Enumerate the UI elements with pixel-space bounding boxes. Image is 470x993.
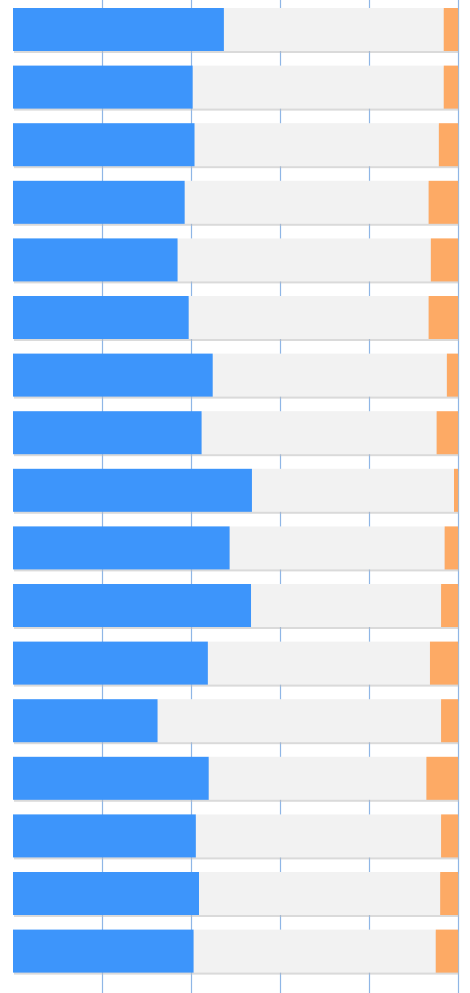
bar-segment-r10-s0 xyxy=(13,584,252,627)
bar-segment-r7-s2 xyxy=(436,411,458,455)
bar-segment-r3-s1 xyxy=(184,180,429,224)
bar-segment-r16-s0 xyxy=(13,929,194,973)
bar-segment-r1-s0 xyxy=(13,65,193,109)
bar-segment-r12-s2 xyxy=(441,699,458,743)
bar-segment-r11-s1 xyxy=(207,641,430,685)
bar-segment-r10-s1 xyxy=(251,584,442,627)
bar-segment-r6-s2 xyxy=(446,353,458,397)
bar-segment-r5-s2 xyxy=(428,296,458,339)
bar-segment-r15-s0 xyxy=(13,872,200,915)
bar-segment-r9-s1 xyxy=(229,526,445,570)
bar-segment-r3-s0 xyxy=(13,180,185,224)
bar-segment-r9-s0 xyxy=(13,526,230,570)
bar-segment-r6-s0 xyxy=(13,353,213,397)
bar-segment-r2-s0 xyxy=(13,123,195,167)
bar-segment-r16-s1 xyxy=(193,929,436,973)
bar-segment-r0-s1 xyxy=(223,8,444,51)
bar-segment-r13-s0 xyxy=(13,756,209,800)
bar-segment-r2-s1 xyxy=(194,123,439,167)
bar-segment-r1-s2 xyxy=(443,65,458,109)
bar-segment-r8-s1 xyxy=(251,468,454,512)
bar-segment-r4-s1 xyxy=(177,238,431,282)
bar-segment-r0-s0 xyxy=(13,8,224,51)
bar-segment-r16-s2 xyxy=(435,929,458,973)
bar-segment-r13-s1 xyxy=(208,756,427,800)
bar-segment-r14-s2 xyxy=(441,814,458,858)
bar-segment-r13-s2 xyxy=(426,756,458,800)
bar-segment-r7-s0 xyxy=(13,411,202,455)
bar-segment-r4-s2 xyxy=(430,238,458,282)
bar-segment-r12-s1 xyxy=(157,699,442,743)
bar-segment-r11-s0 xyxy=(13,641,208,685)
bar-segment-r14-s1 xyxy=(195,814,442,858)
bar-segment-r11-s2 xyxy=(429,641,458,685)
bar-segment-r14-s0 xyxy=(13,814,196,858)
bar-segment-r5-s1 xyxy=(188,296,429,339)
bar-segment-r10-s2 xyxy=(441,584,458,627)
bar-segment-r2-s2 xyxy=(438,123,458,167)
bar-segment-r5-s0 xyxy=(13,296,189,339)
bar-segment-r15-s1 xyxy=(199,872,441,915)
bar-segment-r9-s2 xyxy=(444,526,458,570)
bar-segment-r8-s2 xyxy=(453,468,458,512)
bar-segment-r15-s2 xyxy=(440,872,458,915)
bars xyxy=(13,8,459,975)
bar-segment-r3-s2 xyxy=(428,180,458,224)
bar-segment-r7-s1 xyxy=(201,411,437,455)
bar-segment-r1-s1 xyxy=(192,65,444,109)
bar-segment-r12-s0 xyxy=(13,699,158,743)
bar-segment-r0-s2 xyxy=(443,8,458,51)
bar-segment-r6-s1 xyxy=(212,353,447,397)
bar-segment-r4-s0 xyxy=(13,238,178,282)
bar-segment-r8-s0 xyxy=(13,468,252,512)
